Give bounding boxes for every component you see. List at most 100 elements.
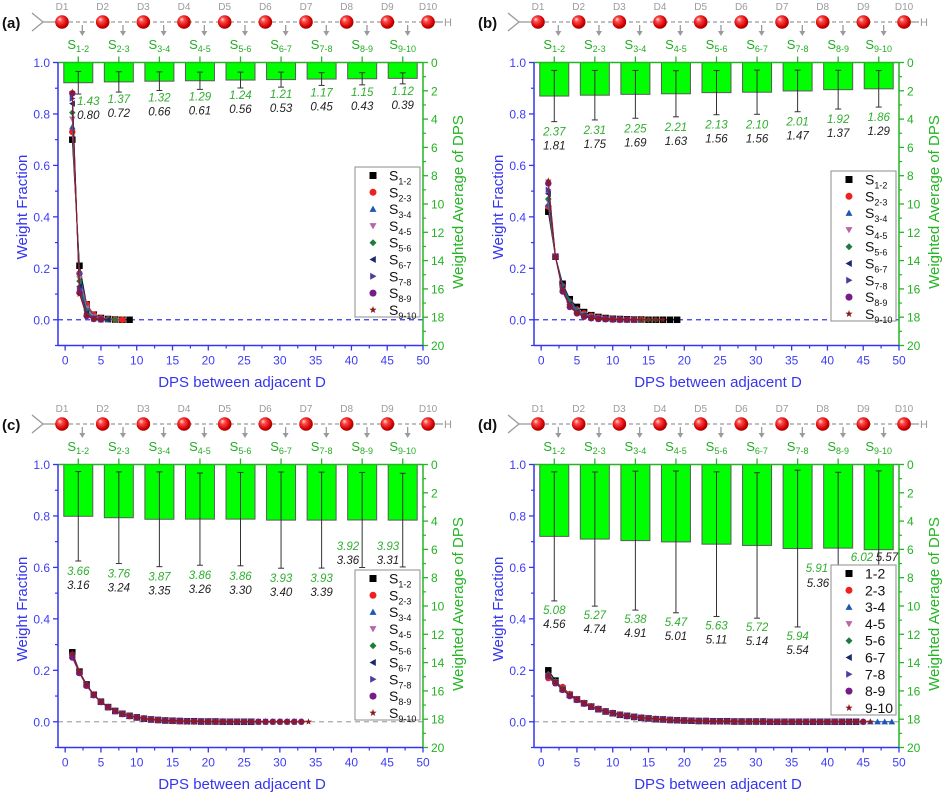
- legend-entry: S7-8: [370, 268, 411, 287]
- legend-marker-icon: [845, 603, 853, 610]
- legend: S1-2S2-3S3-4S4-5S5-6S6-7S7-8S8-9S9-10: [830, 170, 897, 325]
- legend-label-main: S: [865, 205, 874, 221]
- unit-label: D8: [816, 404, 829, 415]
- unit-sphere-icon: [258, 15, 273, 29]
- bar-category-label: S1-2: [543, 37, 565, 54]
- data-point: [673, 716, 681, 724]
- data-point: [609, 709, 617, 716]
- unit-label: D6: [259, 2, 272, 13]
- bar-category-main: S: [865, 439, 874, 454]
- bar-category-main: S: [311, 37, 320, 52]
- data-point: [824, 718, 831, 725]
- data-point: [645, 714, 652, 722]
- sd-value-label: 3.16: [67, 580, 90, 592]
- bar-category-main: S: [67, 439, 76, 454]
- bar-category-sub: 2-3: [593, 446, 606, 456]
- data-point: [68, 88, 76, 95]
- sd-value-label: 0.43: [351, 101, 374, 113]
- sd-value-label: 0.45: [310, 101, 333, 113]
- mean-value-label: 3.93: [377, 541, 400, 553]
- series-line: [547, 675, 871, 723]
- sd-value-label: 0.72: [108, 108, 131, 120]
- bar-category-main: S: [351, 439, 360, 454]
- y-tick-label: 0.0: [33, 715, 50, 729]
- x-tick-label: 30: [749, 354, 763, 368]
- bar-category-sub: 3-4: [633, 44, 646, 54]
- x-tick-label: 20: [202, 756, 216, 770]
- mean-value-label: 3.76: [108, 569, 131, 581]
- legend-box: [354, 569, 421, 721]
- legend-entry: S1-2: [369, 168, 411, 187]
- unit-sphere-icon: [339, 417, 354, 431]
- bar-category-main: S: [625, 439, 634, 454]
- bar-category-main: S: [108, 439, 117, 454]
- legend-marker-icon: [845, 243, 853, 251]
- legend-marker-icon: [845, 704, 853, 712]
- y2-tick-label: 8: [431, 169, 438, 183]
- data-point: [161, 716, 169, 724]
- data-point: [874, 718, 881, 725]
- series-1-2: [545, 667, 860, 726]
- sd-value-label: 4.74: [584, 624, 606, 636]
- series-line: [71, 654, 295, 723]
- legend-label-main: S: [389, 688, 398, 704]
- mean-value-label: 1.17: [310, 87, 333, 99]
- legend-label: S8-9: [865, 289, 887, 308]
- mean-value-label: 3.86: [189, 570, 212, 582]
- series-line: [547, 675, 857, 723]
- series-line: [71, 657, 252, 723]
- legend-label-sub: 6-7: [398, 261, 411, 271]
- sd-value-label: 5.57: [876, 552, 899, 564]
- x-axis-title: DPS between adjacent D: [158, 374, 326, 391]
- data-point: [119, 316, 126, 324]
- legend-label-main: S: [389, 184, 398, 200]
- bar-category-label: S8-9: [827, 439, 849, 456]
- chain-start-branch-icon: [31, 414, 45, 434]
- data-point: [709, 717, 717, 725]
- unit-sphere-icon: [258, 417, 273, 431]
- legend-label: S6-7: [865, 256, 887, 275]
- unit-sphere-icon: [571, 15, 586, 29]
- y2-tick-label: 2: [431, 84, 438, 98]
- data-point: [602, 315, 609, 323]
- sd-value-label: 1.56: [705, 134, 728, 146]
- y-tick-label: 1.0: [33, 458, 50, 472]
- series-S6-7: [69, 100, 111, 324]
- legend-label: 4-5: [865, 616, 885, 632]
- y2-tick-label: 18: [907, 311, 921, 325]
- legend-label: S2-3: [389, 184, 411, 203]
- bar-category-main: S: [270, 439, 279, 454]
- x-tick-label: 10: [130, 354, 144, 368]
- cleavage-arrowhead-icon: [282, 31, 289, 36]
- data-point: [595, 315, 602, 322]
- unit-sphere-icon: [299, 15, 313, 29]
- bar-category-sub: 1-2: [76, 446, 89, 456]
- unit-sphere-icon: [55, 417, 69, 431]
- sd-value-label: 5.11: [706, 634, 728, 646]
- legend-marker-icon: [369, 223, 377, 230]
- y2-tick-label: 10: [431, 198, 445, 212]
- legend-marker-icon: [846, 670, 853, 678]
- data-point: [809, 718, 817, 725]
- bar-category-main: S: [149, 37, 158, 52]
- legend-label-main: S: [389, 587, 398, 603]
- legend-label: S9-10: [389, 705, 416, 724]
- x-tick-label: 0: [62, 354, 69, 368]
- legend-label: S2-3: [389, 587, 411, 606]
- sd-value-label: 3.24: [108, 583, 130, 595]
- legend-label-main: S: [389, 621, 398, 637]
- bar-value-labels: 2.37 1.81 2.31 1.75 2.25 1.69 2.21 1.63 2.13 1.56…: [542, 112, 890, 153]
- y-tick-label: 0.0: [509, 313, 526, 327]
- bar-category-label: S5-6: [706, 37, 728, 54]
- y2-tick-label: 16: [431, 282, 445, 296]
- mean-value-label: 6.02: [851, 552, 874, 564]
- legend-marker-icon: [845, 209, 853, 216]
- y2-tick-label: 20: [907, 339, 921, 353]
- bar-category-main: S: [67, 37, 76, 52]
- bar-value-labels: 3.66 3.16 3.76 3.24 3.87 3.35 3.86 3.26 3.86 3.30…: [67, 541, 400, 599]
- legend-label-main: 8-9: [865, 683, 885, 699]
- sd-value-label: 3.31: [377, 555, 399, 567]
- y2-axis-title: Weighted Average of DPS: [926, 115, 943, 289]
- bar-category-label: S6-7: [746, 37, 768, 54]
- bar-category-label: S9-10: [389, 439, 416, 456]
